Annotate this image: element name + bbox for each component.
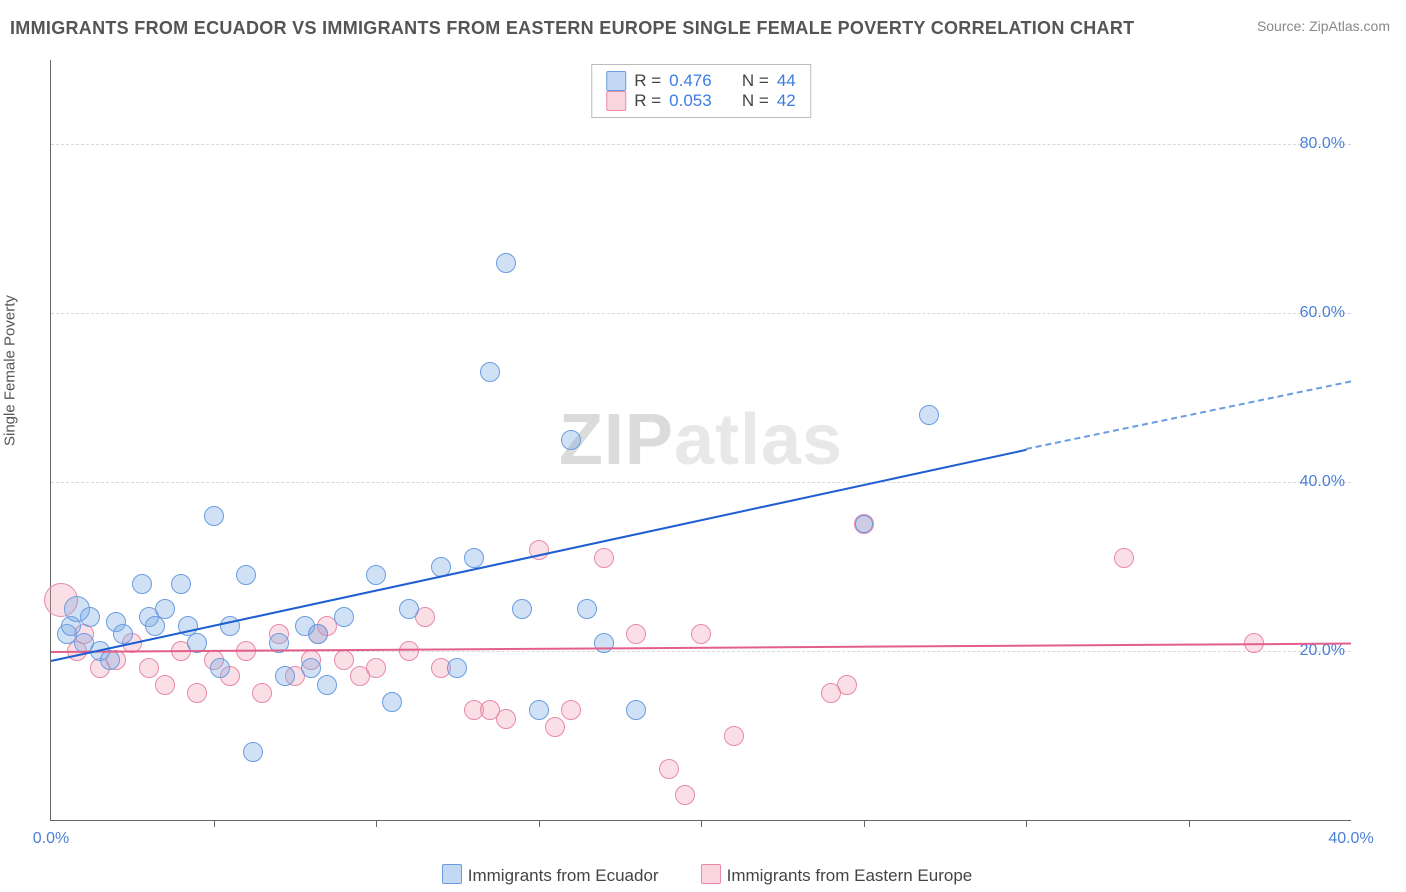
data-point-europe[interactable] — [252, 683, 272, 703]
data-point-ecuador[interactable] — [171, 574, 191, 594]
data-point-ecuador[interactable] — [480, 362, 500, 382]
data-point-ecuador[interactable] — [399, 599, 419, 619]
data-point-ecuador[interactable] — [464, 548, 484, 568]
legend-swatch — [606, 91, 626, 111]
x-tick-label: 0.0% — [33, 830, 69, 848]
gridline — [51, 144, 1351, 145]
data-point-ecuador[interactable] — [210, 658, 230, 678]
data-point-ecuador[interactable] — [512, 599, 532, 619]
data-point-ecuador[interactable] — [155, 599, 175, 619]
watermark: ZIPatlas — [559, 399, 843, 481]
data-point-ecuador[interactable] — [236, 565, 256, 585]
y-tick-label: 60.0% — [1300, 304, 1345, 322]
data-point-europe[interactable] — [724, 726, 744, 746]
gridline — [51, 482, 1351, 483]
x-tick — [376, 820, 377, 827]
data-point-ecuador[interactable] — [132, 574, 152, 594]
data-point-ecuador[interactable] — [382, 692, 402, 712]
data-point-europe[interactable] — [626, 624, 646, 644]
legend-swatch — [701, 864, 721, 884]
data-point-ecuador[interactable] — [626, 700, 646, 720]
data-point-ecuador[interactable] — [529, 700, 549, 720]
data-point-ecuador[interactable] — [594, 633, 614, 653]
x-tick — [701, 820, 702, 827]
data-point-europe[interactable] — [155, 675, 175, 695]
x-tick-label: 40.0% — [1328, 830, 1373, 848]
data-point-ecuador[interactable] — [496, 253, 516, 273]
data-point-europe[interactable] — [594, 548, 614, 568]
chart-container: { "title": "IMMIGRANTS FROM ECUADOR VS I… — [0, 0, 1406, 892]
data-point-ecuador[interactable] — [577, 599, 597, 619]
data-point-ecuador[interactable] — [334, 607, 354, 627]
data-point-europe[interactable] — [399, 641, 419, 661]
data-point-ecuador[interactable] — [301, 658, 321, 678]
series-legend: Immigrants from Ecuador Immigrants from E… — [50, 864, 1350, 886]
y-axis-label: Single Female Poverty — [2, 295, 19, 446]
legend-item: Immigrants from Ecuador — [428, 866, 659, 885]
data-point-ecuador[interactable] — [80, 607, 100, 627]
data-point-europe[interactable] — [496, 709, 516, 729]
data-point-ecuador[interactable] — [204, 506, 224, 526]
data-point-ecuador[interactable] — [275, 666, 295, 686]
legend-swatch — [442, 864, 462, 884]
data-point-ecuador[interactable] — [855, 515, 873, 533]
legend-swatch — [606, 71, 626, 91]
data-point-europe[interactable] — [675, 785, 695, 805]
legend-item: Immigrants from Eastern Europe — [687, 866, 973, 885]
data-point-europe[interactable] — [561, 700, 581, 720]
x-tick — [1026, 820, 1027, 827]
gridline — [51, 313, 1351, 314]
trendline-ecuador — [51, 448, 1026, 661]
source-label: Source: ZipAtlas.com — [1257, 18, 1390, 34]
data-point-ecuador[interactable] — [243, 742, 263, 762]
x-tick — [1189, 820, 1190, 827]
data-point-ecuador[interactable] — [919, 405, 939, 425]
data-point-ecuador[interactable] — [317, 675, 337, 695]
x-tick — [539, 820, 540, 827]
chart-title: IMMIGRANTS FROM ECUADOR VS IMMIGRANTS FR… — [10, 18, 1134, 39]
data-point-europe[interactable] — [837, 675, 857, 695]
y-tick-label: 40.0% — [1300, 473, 1345, 491]
correlation-legend: R = 0.476 N = 44R = 0.053 N = 42 — [591, 64, 811, 118]
data-point-europe[interactable] — [139, 658, 159, 678]
data-point-europe[interactable] — [691, 624, 711, 644]
y-tick-label: 80.0% — [1300, 135, 1345, 153]
data-point-ecuador[interactable] — [145, 616, 165, 636]
data-point-ecuador[interactable] — [366, 565, 386, 585]
x-tick — [214, 820, 215, 827]
data-point-europe[interactable] — [334, 650, 354, 670]
data-point-ecuador[interactable] — [561, 430, 581, 450]
data-point-ecuador[interactable] — [113, 624, 133, 644]
x-tick — [864, 820, 865, 827]
data-point-europe[interactable] — [1114, 548, 1134, 568]
data-point-europe[interactable] — [659, 759, 679, 779]
data-point-europe[interactable] — [187, 683, 207, 703]
trendline-ecuador-extrap — [1026, 381, 1351, 451]
plot-area: ZIPatlas R = 0.476 N = 44R = 0.053 N = 4… — [50, 60, 1351, 821]
data-point-europe[interactable] — [545, 717, 565, 737]
data-point-ecuador[interactable] — [308, 624, 328, 644]
legend-row: R = 0.053 N = 42 — [606, 91, 796, 111]
data-point-europe[interactable] — [366, 658, 386, 678]
data-point-ecuador[interactable] — [447, 658, 467, 678]
legend-row: R = 0.476 N = 44 — [606, 71, 796, 91]
